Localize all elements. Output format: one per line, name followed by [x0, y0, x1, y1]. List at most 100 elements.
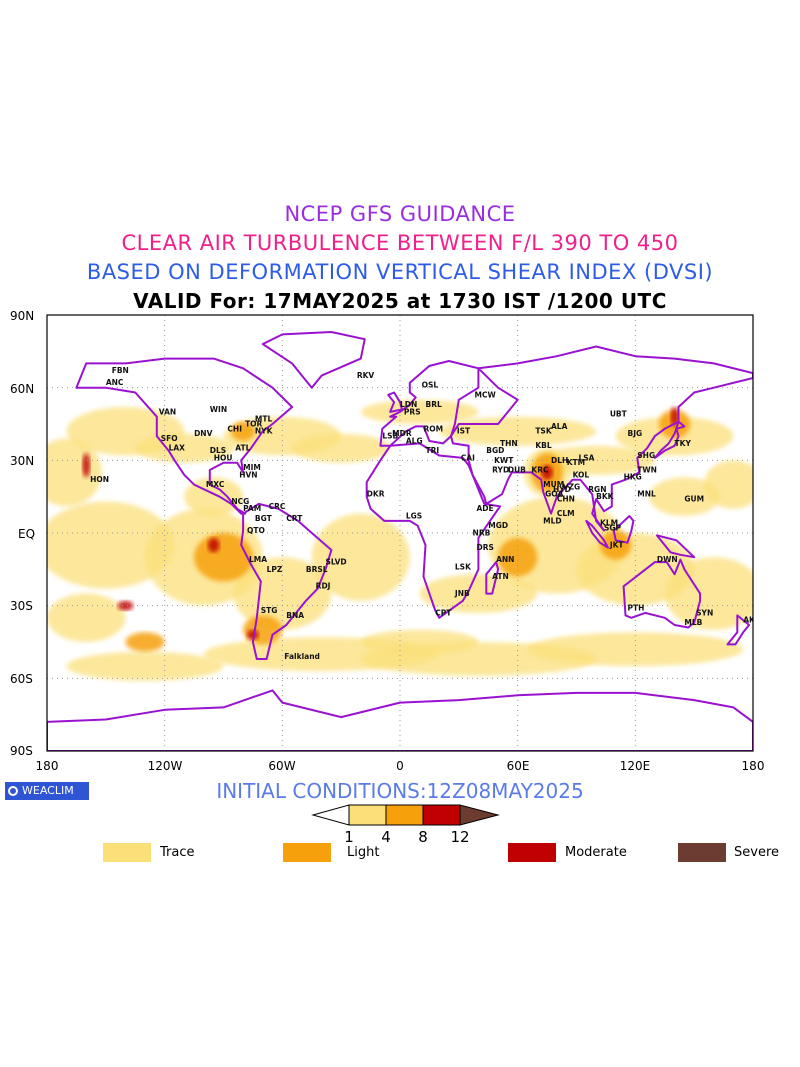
- turbulence-moderate-area: [207, 537, 220, 553]
- colorbar-tick-12: 12: [450, 828, 469, 846]
- city-label: LSA: [578, 453, 594, 462]
- turbulence-light-area: [498, 537, 538, 577]
- turbulence-light-area: [125, 632, 165, 652]
- city-label: CPT: [435, 608, 452, 617]
- valid-time: VALID For: 17MAY2025 at 1730 IST /1200 U…: [133, 289, 667, 313]
- city-label: HVN: [239, 470, 257, 479]
- lat-label-60n: 60N: [10, 382, 34, 396]
- colorbar-tick-4: 4: [381, 828, 391, 846]
- city-label: LDN: [400, 400, 417, 409]
- colorbar-light-segment: [385, 804, 424, 826]
- lat-label-60s: 60S: [10, 672, 33, 686]
- city-label: BRL: [425, 400, 441, 409]
- city-label: MXC: [206, 480, 225, 489]
- city-label: DKR: [367, 490, 385, 499]
- turbulence-light-area: [243, 615, 283, 645]
- turbulence-layer: [47, 399, 753, 681]
- city-label: GUM: [684, 495, 704, 504]
- turbulence-light-area: [194, 533, 253, 582]
- city-label: OSL: [422, 381, 439, 390]
- turbulence-trace-area: [66, 651, 224, 681]
- colorbar-tick-1: 1: [344, 828, 354, 846]
- city-label: MIM: [243, 463, 261, 472]
- coastline-madagascar: [485, 561, 500, 595]
- lat-label-30s: 30S: [10, 599, 33, 613]
- city-label: VAN: [159, 407, 176, 416]
- city-label: MLD: [543, 516, 561, 525]
- turbulence-trace-area: [47, 438, 102, 507]
- city-label: VZG: [563, 482, 580, 491]
- lon-label-120w: 120W: [148, 759, 183, 773]
- city-label: BGD: [486, 446, 504, 455]
- title-line-1: NCEP GFS GUIDANCE: [284, 202, 516, 226]
- title-line-3: BASED ON DEFORMATION VERTICAL SHEAR INDE…: [86, 260, 714, 284]
- city-label: DLH: [551, 456, 568, 465]
- turbulence-trace-area: [292, 433, 391, 463]
- coastlines: [47, 331, 753, 751]
- coastline-new-guinea: [655, 534, 696, 559]
- city-label: ANC: [106, 378, 124, 387]
- city-label: RYD: [492, 465, 509, 474]
- city-label: HON: [90, 475, 109, 484]
- legend-label-severe: Severe: [734, 845, 779, 860]
- city-label: PAM: [243, 504, 261, 513]
- legend-label-moderate: Moderate: [565, 845, 627, 860]
- coastline-uk: [387, 391, 403, 413]
- turbulence-trace-area: [360, 399, 479, 424]
- city-label: ALG: [406, 436, 423, 445]
- weaclim-logo: WEACLIM: [5, 782, 89, 800]
- coastline-sumatra: [585, 519, 609, 549]
- city-label: RGN: [588, 485, 606, 494]
- colorbar-moderate-segment: [422, 804, 461, 826]
- city-label: BNA: [286, 611, 304, 620]
- city-label: NYK: [255, 427, 274, 436]
- title-line-2: CLEAR AIR TURBULENCE BETWEEN F/L 390 TO …: [121, 231, 679, 255]
- city-label: TRI: [425, 446, 439, 455]
- city-label: NRB: [473, 528, 491, 537]
- coastline-australia: [622, 558, 702, 629]
- city-label: HOU: [214, 453, 233, 462]
- city-label: LSB: [382, 432, 398, 441]
- city-label: KLM: [600, 519, 618, 528]
- coastline-japan: [653, 420, 686, 459]
- city-label: RDJ: [316, 582, 331, 591]
- city-label: PRS: [404, 407, 421, 416]
- legend-swatch-moderate: [508, 843, 556, 862]
- turbulence-light-area: [600, 530, 632, 560]
- turbulence-moderate-area: [541, 465, 553, 480]
- city-label: MNL: [637, 490, 656, 499]
- city-label: DWN: [657, 555, 678, 564]
- city-label: UBT: [610, 410, 628, 419]
- city-label: IST: [457, 427, 471, 436]
- city-label: LSK: [455, 562, 472, 571]
- city-label: TWN: [637, 465, 657, 474]
- city-label: LAX: [169, 444, 186, 453]
- city-label: CHN: [557, 495, 575, 504]
- legend-label-light: Light: [347, 845, 380, 860]
- city-label: LPZ: [267, 565, 283, 574]
- city-label: MCW: [475, 390, 497, 399]
- city-label: WIN: [210, 405, 227, 414]
- turbulence-trace-area: [527, 632, 744, 667]
- city-label: CLM: [557, 509, 575, 518]
- city-label: Falkland: [284, 652, 320, 661]
- legend-swatch-severe: [678, 843, 726, 862]
- colorbar-tick-8: 8: [418, 828, 428, 846]
- city-label: MUM: [543, 480, 564, 489]
- city-label: JNB: [454, 589, 470, 598]
- city-label: KBL: [535, 441, 552, 450]
- colorbar-below-arrow: [311, 804, 350, 826]
- city-label: SGP: [604, 524, 622, 533]
- turbulence-moderate-area: [247, 629, 259, 640]
- coastline-north-america: [75, 357, 294, 515]
- city-label: DRS: [476, 543, 493, 552]
- city-label: BGT: [255, 514, 273, 523]
- city-label: THN: [500, 439, 518, 448]
- lon-label-180e: 180: [742, 759, 765, 773]
- turbulence-trace-area: [649, 477, 720, 517]
- initial-conditions: INITIAL CONDITIONS:12Z08MAY2025: [216, 779, 584, 803]
- legend-swatch-light: [283, 843, 331, 862]
- coastline-asia: [450, 345, 753, 532]
- lon-label-180w: 180: [36, 759, 59, 773]
